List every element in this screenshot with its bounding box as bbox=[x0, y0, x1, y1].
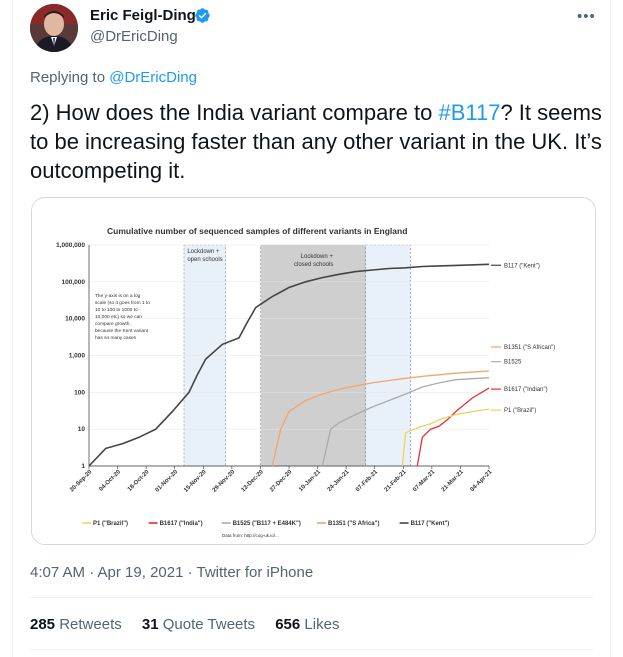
y-tick-label: 10 bbox=[78, 426, 86, 433]
likes-stat[interactable]: 656 Likes bbox=[275, 616, 339, 633]
engagement-stats: 285 Retweets 31 Quote Tweets 656 Likes bbox=[30, 616, 355, 633]
chart-title: Cumulative number of sequenced samples o… bbox=[107, 226, 407, 236]
y-tick-label: 1 bbox=[81, 463, 85, 470]
series-line bbox=[88, 263, 490, 467]
retweets-stat[interactable]: 285 Retweets bbox=[30, 616, 122, 633]
data-source: Data from: http://cog-uk.io/... bbox=[222, 533, 279, 538]
log-scale-note: compare growth, bbox=[95, 321, 131, 327]
quote-tweets-stat[interactable]: 31 Quote Tweets bbox=[142, 616, 255, 633]
log-scale-note: has so many cases bbox=[95, 335, 137, 341]
likes-label: Likes bbox=[304, 616, 340, 633]
retweets-label: Retweets bbox=[59, 616, 122, 633]
log-scale-note: 10 to 100 to 1000 to bbox=[95, 307, 138, 313]
hashtag-link[interactable]: #B117 bbox=[438, 100, 501, 125]
y-tick-label: 1,000 bbox=[69, 353, 86, 360]
divider bbox=[30, 649, 593, 650]
tweet-text: 2) How does the India variant compare to… bbox=[30, 98, 605, 185]
series-label: P1 ("Brazil") bbox=[504, 408, 536, 414]
tweet-text-part1: 2) How does the India variant compare to bbox=[30, 100, 439, 125]
legend-entry: B1351 ("S Africa") bbox=[328, 521, 380, 527]
tweet-media-image[interactable]: Cumulative number of sequenced samples o… bbox=[31, 197, 596, 545]
replying-to-handle-link[interactable]: @DrEricDing bbox=[109, 69, 197, 86]
lockdown-2-label-line2: closed schools bbox=[294, 262, 333, 268]
tweet-timestamp[interactable]: 4:07 AM · Apr 19, 2021 · Twitter for iPh… bbox=[30, 564, 314, 581]
author-handle[interactable]: @DrEricDing bbox=[90, 28, 178, 45]
likes-count: 656 bbox=[275, 616, 301, 633]
y-tick-label: 100 bbox=[74, 389, 85, 396]
quotes-label: Quote Tweets bbox=[162, 616, 256, 633]
log-scale-note: 10,000 etc) so we can bbox=[95, 314, 142, 320]
verified-badge-icon bbox=[195, 8, 210, 23]
replying-to-prefix: Replying to bbox=[30, 69, 110, 86]
divider bbox=[30, 597, 593, 598]
avatar[interactable] bbox=[30, 4, 78, 52]
lockdown-1-label: Lockdown + bbox=[187, 249, 220, 255]
series-label: B1351 ("S African") bbox=[504, 345, 555, 351]
y-tick-label: 10,000 bbox=[65, 316, 85, 323]
log-scale-note: scale (so it goes from 1 to bbox=[95, 300, 150, 306]
quotes-count: 31 bbox=[141, 616, 159, 633]
legend-entry: B117 ("Kent") bbox=[411, 521, 450, 527]
variant-chart: Cumulative number of sequenced samples o… bbox=[32, 198, 595, 544]
series-label: B117 ("Kent") bbox=[504, 263, 540, 269]
author-name[interactable]: Eric Feigl-Ding bbox=[90, 7, 196, 24]
legend-entry: B1525 ("B117 + E484K") bbox=[233, 521, 301, 527]
series-line bbox=[416, 387, 490, 467]
legend-entry: B1617 ("India") bbox=[160, 521, 203, 527]
log-scale-note: The y-axis is on a log bbox=[95, 293, 141, 299]
series-line bbox=[401, 408, 490, 467]
log-scale-note: because the Kent variant bbox=[95, 328, 149, 334]
avatar-image bbox=[30, 4, 78, 52]
tweet-text-part2: ? It seems to be increasing faster than … bbox=[30, 100, 602, 183]
tweet-card: Eric Feigl-Ding @DrEricDing ••• Replying… bbox=[12, 0, 611, 657]
y-tick-label: 100,000 bbox=[62, 279, 86, 286]
legend-entry: P1 ("Brazil") bbox=[93, 521, 128, 527]
y-tick-label: 1,000,000 bbox=[56, 242, 85, 249]
series-line bbox=[271, 370, 490, 467]
lockdown-2-label: Lockdown + bbox=[301, 254, 334, 260]
series-line bbox=[321, 377, 490, 467]
series-label: B1617 ("Indian") bbox=[504, 387, 548, 393]
replying-to: Replying to @DrEricDing bbox=[30, 69, 197, 86]
series-label: B1525 bbox=[504, 360, 522, 366]
retweets-count: 285 bbox=[30, 616, 56, 633]
more-options-icon[interactable]: ••• bbox=[577, 8, 596, 25]
lockdown-1-label-line2: open schools bbox=[187, 257, 222, 263]
